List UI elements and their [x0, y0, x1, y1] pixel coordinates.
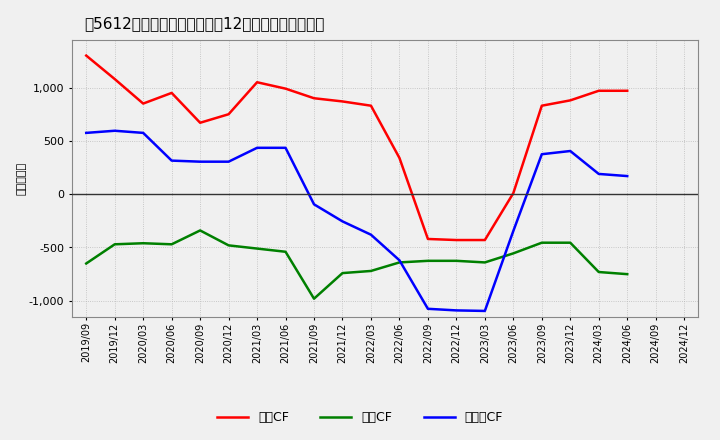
フリーCF: [225, 159, 233, 164]
フリーCF: [595, 171, 603, 176]
投資CF: [395, 260, 404, 265]
投資CF: [196, 228, 204, 233]
営業CF: [139, 101, 148, 106]
フリーCF: [196, 159, 204, 164]
フリーCF: [253, 145, 261, 150]
営業CF: [537, 103, 546, 108]
Line: フリーCF: フリーCF: [86, 131, 627, 311]
フリーCF: [139, 130, 148, 136]
Text: 。5612〃キャッシュフローの12か月移動合計の推移: 。5612〃キャッシュフローの12か月移動合計の推移: [84, 16, 325, 32]
フリーCF: [282, 145, 290, 150]
フリーCF: [395, 258, 404, 263]
投資CF: [480, 260, 489, 265]
フリーCF: [509, 228, 518, 234]
営業CF: [595, 88, 603, 93]
営業CF: [566, 98, 575, 103]
営業CF: [480, 238, 489, 243]
フリーCF: [338, 219, 347, 224]
営業CF: [196, 120, 204, 125]
投資CF: [225, 243, 233, 248]
営業CF: [110, 77, 119, 82]
Legend: 営業CF, 投資CF, フリーCF: 営業CF, 投資CF, フリーCF: [212, 407, 508, 429]
フリーCF: [537, 151, 546, 157]
営業CF: [452, 238, 461, 243]
営業CF: [253, 80, 261, 85]
フリーCF: [110, 128, 119, 133]
Line: 投資CF: 投資CF: [86, 231, 627, 299]
フリーCF: [366, 232, 375, 237]
営業CF: [509, 191, 518, 196]
投資CF: [537, 240, 546, 246]
投資CF: [423, 258, 432, 264]
営業CF: [225, 112, 233, 117]
営業CF: [338, 99, 347, 104]
投資CF: [452, 258, 461, 264]
営業CF: [82, 53, 91, 58]
投資CF: [595, 269, 603, 275]
投資CF: [566, 240, 575, 246]
投資CF: [366, 268, 375, 274]
投資CF: [82, 261, 91, 266]
投資CF: [167, 242, 176, 247]
フリーCF: [566, 148, 575, 154]
投資CF: [282, 249, 290, 254]
営業CF: [310, 95, 318, 101]
投資CF: [253, 246, 261, 251]
営業CF: [167, 90, 176, 95]
営業CF: [395, 155, 404, 161]
フリーCF: [480, 308, 489, 314]
フリーCF: [167, 158, 176, 163]
投資CF: [110, 242, 119, 247]
Line: 営業CF: 営業CF: [86, 55, 627, 240]
営業CF: [423, 236, 432, 242]
フリーCF: [623, 173, 631, 179]
営業CF: [282, 86, 290, 91]
フリーCF: [452, 308, 461, 313]
投資CF: [338, 271, 347, 276]
フリーCF: [423, 306, 432, 312]
フリーCF: [82, 130, 91, 136]
投資CF: [623, 271, 631, 277]
フリーCF: [310, 202, 318, 207]
営業CF: [366, 103, 375, 108]
投資CF: [310, 296, 318, 301]
投資CF: [509, 251, 518, 256]
投資CF: [139, 241, 148, 246]
Y-axis label: （百万円）: （百万円）: [16, 161, 26, 195]
営業CF: [623, 88, 631, 93]
